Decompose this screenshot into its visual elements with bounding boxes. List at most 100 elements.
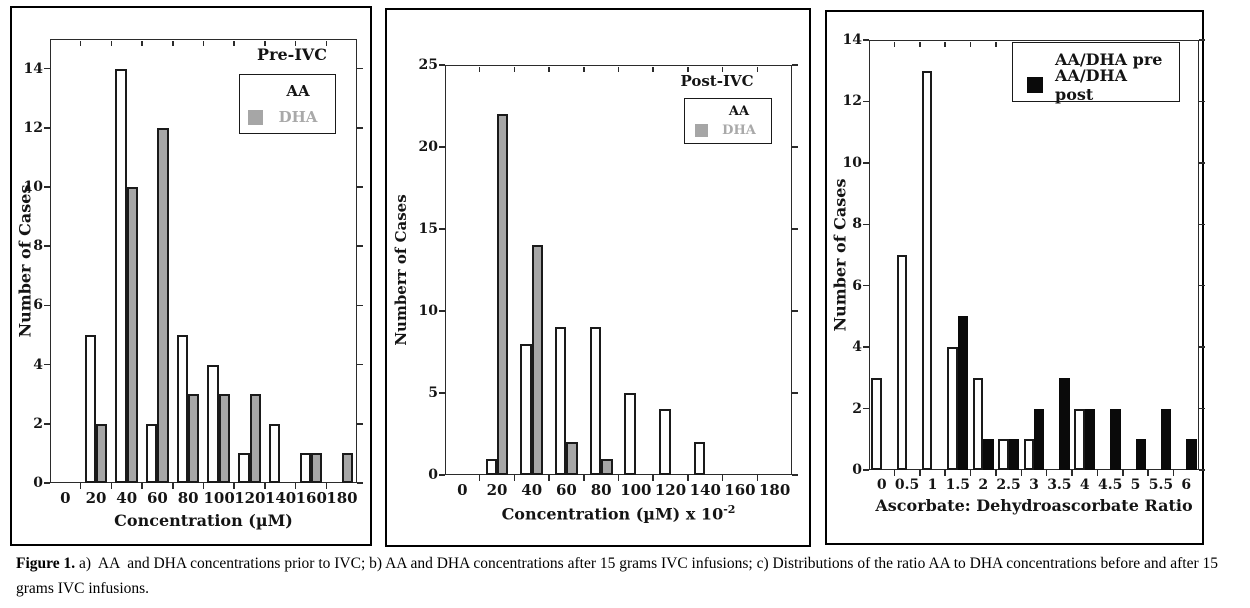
figure-caption-text: a) AA and DHA concentrations prior to IV… bbox=[16, 555, 1222, 597]
x-tick-bottom bbox=[944, 470, 946, 476]
x-tick-bottom bbox=[995, 470, 997, 476]
bar-series2 bbox=[983, 439, 994, 470]
bar-series1 bbox=[1023, 439, 1034, 470]
y-tick-left bbox=[44, 304, 50, 307]
x-tick-label: 100 bbox=[203, 489, 235, 507]
x-tick-top bbox=[969, 41, 972, 47]
y-tick-label: 10 bbox=[23, 179, 43, 195]
x-tick-bottom bbox=[1172, 470, 1175, 476]
y-tick-label: 4 bbox=[33, 356, 43, 373]
y-tick-right bbox=[792, 146, 798, 148]
bar-series1 bbox=[207, 364, 219, 483]
y-tick-left bbox=[439, 392, 445, 394]
x-tick-top bbox=[995, 41, 997, 47]
x-axis-title: Concentration (µM) x 10-2 bbox=[501, 503, 736, 524]
legend-label: AA bbox=[728, 104, 750, 119]
x-tick-top bbox=[652, 66, 654, 72]
x-tick-bottom bbox=[79, 483, 82, 489]
x-tick-bottom bbox=[294, 483, 297, 489]
bar-series1 bbox=[115, 68, 127, 483]
x-axis-title: Ascorbate: Dehydroascorbate Ratio bbox=[875, 496, 1193, 515]
bar-series1 bbox=[299, 453, 311, 483]
legend-item: AA/DHA post bbox=[1013, 66, 1179, 104]
x-tick-top bbox=[141, 40, 143, 46]
y-tick-right bbox=[357, 186, 363, 188]
bar-series2 bbox=[1084, 408, 1096, 470]
x-tick-bottom bbox=[1096, 470, 1099, 476]
x-tick-label: 40 bbox=[116, 489, 138, 507]
y-tick-right bbox=[357, 245, 363, 247]
legend-item: DHA bbox=[685, 121, 771, 140]
x-tick-top bbox=[172, 40, 174, 46]
legend-swatch-white-icon bbox=[1027, 51, 1043, 67]
y-axis-title: Number of Cases bbox=[15, 184, 35, 338]
x-tick-top bbox=[478, 66, 481, 72]
y-tick-left bbox=[44, 363, 50, 366]
x-tick-label: 180 bbox=[326, 489, 358, 507]
x-tick-label: 160 bbox=[295, 489, 327, 507]
y-tick-right bbox=[1199, 100, 1205, 103]
x-tick-label: 4.5 bbox=[1097, 477, 1123, 493]
y-tick-right bbox=[357, 304, 363, 307]
y-tick-right bbox=[1199, 407, 1205, 410]
bar-series1 bbox=[176, 335, 189, 483]
bar-series2 bbox=[531, 245, 544, 475]
x-tick-label: 1.5 bbox=[945, 477, 970, 493]
bar-series1 bbox=[485, 458, 498, 475]
y-tick-label: 0 bbox=[852, 462, 862, 478]
y-tick-label: 2 bbox=[33, 415, 43, 432]
y-tick-right bbox=[357, 363, 363, 366]
bar-series2 bbox=[1110, 408, 1121, 470]
y-tick-left bbox=[439, 474, 445, 476]
y-tick-left bbox=[44, 186, 50, 188]
x-axis-title-exponent: -2 bbox=[723, 503, 736, 516]
bar-series2 bbox=[96, 423, 108, 483]
y-tick-right bbox=[357, 127, 363, 129]
y-tick-label: 2 bbox=[852, 400, 862, 417]
x-tick-bottom bbox=[172, 483, 174, 489]
x-tick-bottom bbox=[1071, 470, 1073, 476]
x-tick-top bbox=[233, 40, 235, 46]
bar-series1 bbox=[1074, 408, 1085, 470]
bar-series1 bbox=[589, 327, 602, 475]
y-axis-title: Number of Cases bbox=[830, 178, 850, 332]
bar-series1 bbox=[520, 343, 532, 475]
x-tick-label: 80 bbox=[177, 489, 199, 507]
x-tick-bottom bbox=[202, 483, 205, 489]
x-tick-bottom bbox=[1020, 470, 1023, 476]
x-tick-label: 140 bbox=[689, 481, 721, 499]
panel-a-pre-ivc: 0 2 4 6 8 10 12 14 0 20 40 60 80 100 120 140 160 180 Conce… bbox=[10, 6, 372, 546]
x-tick-label: 1 bbox=[927, 477, 938, 493]
y-tick-right bbox=[357, 67, 363, 70]
x-tick-top bbox=[513, 66, 516, 72]
legend-swatch-white-icon bbox=[248, 84, 263, 99]
bar-series1 bbox=[947, 347, 958, 470]
figure-caption: Figure 1. a) AA and DHA concentrations p… bbox=[16, 552, 1240, 602]
y-tick-label: 4 bbox=[852, 339, 862, 356]
bar-series1 bbox=[972, 377, 984, 470]
bar-series1 bbox=[871, 377, 882, 470]
bar-series1 bbox=[896, 255, 908, 470]
y-tick-label: 0 bbox=[33, 475, 43, 491]
x-tick-bottom bbox=[1122, 470, 1124, 476]
y-tick-label: 15 bbox=[418, 221, 438, 237]
y-tick-label: 12 bbox=[842, 93, 862, 110]
bar-series2 bbox=[1059, 377, 1070, 470]
y-tick-label: 12 bbox=[23, 119, 43, 136]
panel-c-ratio: 0 2 4 6 8 10 12 14 0 0.5 1 1.5 2 2.5 3 3.5 4 4.5 5 5.5 6 Asco… bbox=[825, 10, 1205, 545]
bar-series2 bbox=[1160, 408, 1172, 470]
y-tick-right bbox=[1199, 39, 1205, 41]
y-tick-right bbox=[792, 310, 798, 312]
y-axis-title: Numberr of Cases bbox=[392, 194, 410, 346]
x-tick-label: 40 bbox=[521, 481, 543, 499]
y-tick-label: 8 bbox=[852, 216, 862, 233]
y-tick-right bbox=[1199, 346, 1205, 348]
legend-box: AA DHA bbox=[239, 74, 336, 134]
bar-series2 bbox=[497, 114, 509, 475]
x-tick-bottom bbox=[233, 483, 235, 489]
bar-series1 bbox=[998, 439, 1009, 470]
bar-series1 bbox=[624, 393, 636, 475]
bar-series2 bbox=[341, 453, 353, 483]
x-tick-label: 4 bbox=[1079, 477, 1090, 493]
x-tick-bottom bbox=[325, 483, 328, 489]
